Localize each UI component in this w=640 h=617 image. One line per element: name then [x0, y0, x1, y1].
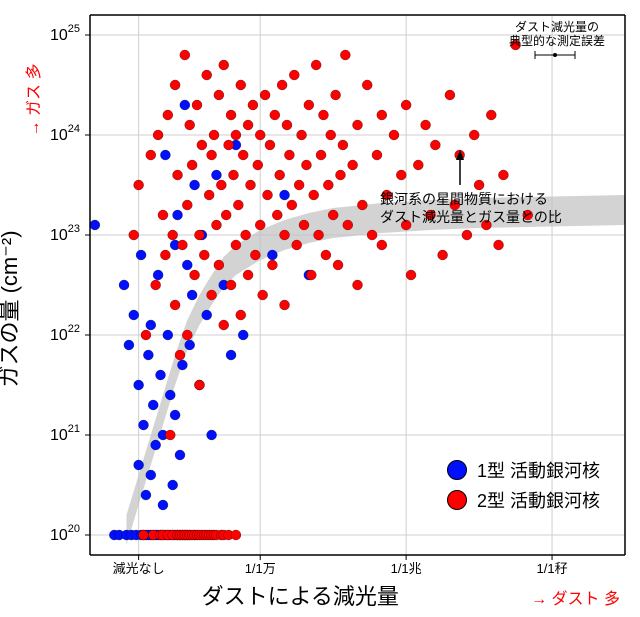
- svg-text:1020: 1020: [50, 523, 80, 544]
- scatter-plot: 1020 1021 1022 1023 1024 1025 減光なし 1/1万 1/1兆 1/1秄: [0, 0, 640, 617]
- y-axis-label: ガスの量 (cm⁻²): [0, 230, 24, 387]
- legend-label-type2: 2型 活動銀河核: [477, 487, 600, 513]
- svg-text:減光なし: 減光なし: [113, 561, 165, 576]
- svg-text:1024: 1024: [50, 123, 80, 144]
- error-label-line1: ダスト減光量の: [515, 20, 599, 34]
- annotation-line1: 銀河系の星間物質における: [380, 191, 548, 207]
- legend-item-type2: 2型 活動銀河核: [447, 487, 600, 513]
- svg-text:1/1兆: 1/1兆: [391, 561, 422, 576]
- chart-container: ガスの量 (cm⁻²) → ガス 多 102010211022102310241…: [0, 0, 640, 617]
- curve-annotation: 銀河系の星間物質における ダスト減光量とガス量との比: [380, 190, 562, 226]
- y-axis-hint: → ガス 多: [20, 64, 44, 137]
- annotation-line2: ダスト減光量とガス量との比: [380, 209, 562, 225]
- error-label-line2: 典型的な測定誤差: [509, 34, 605, 48]
- error-bar-label: ダスト減光量の 典型的な測定誤差: [509, 20, 605, 49]
- legend-label-type1: 1型 活動銀河核: [477, 457, 600, 483]
- svg-text:1025: 1025: [50, 23, 80, 44]
- svg-text:1022: 1022: [50, 323, 80, 344]
- svg-text:1021: 1021: [50, 423, 80, 444]
- x-axis-label: ダストによる減光量: [202, 579, 399, 611]
- svg-text:1023: 1023: [50, 223, 80, 244]
- legend-dot-type1: [447, 460, 467, 480]
- legend-item-type1: 1型 活動銀河核: [447, 457, 600, 483]
- x-axis-hint: → ダスト 多: [531, 585, 620, 609]
- svg-text:1/1秄: 1/1秄: [537, 561, 568, 576]
- legend-dot-type2: [447, 490, 467, 510]
- svg-text:1/1万: 1/1万: [245, 561, 276, 576]
- legend: 1型 活動銀河核 2型 活動銀河核: [447, 453, 600, 517]
